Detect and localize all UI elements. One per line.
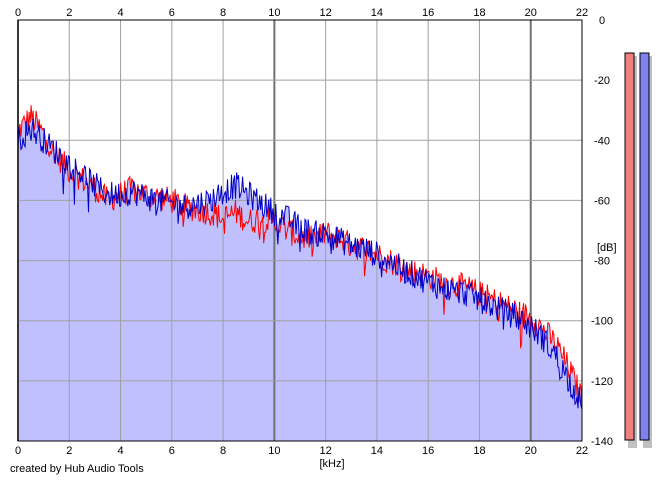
x-tick-label-bottom: 12 [320, 445, 332, 457]
x-tick-label-bottom: 16 [422, 445, 434, 457]
credit-text: created by Hub Audio Tools [10, 463, 144, 475]
y-tick-label: 0 [599, 15, 605, 27]
y-tick-label: -60 [594, 195, 610, 207]
x-tick-label-bottom: 20 [525, 445, 537, 457]
y-tick-label: -140 [591, 436, 613, 448]
series-lines [17, 105, 583, 412]
grid [17, 19, 583, 442]
y-tick-labels: 0 -20 -40 -60 -80 -100 -120 -140 [591, 15, 613, 448]
x-tick-label-top: 20 [525, 7, 537, 19]
x-tick-label-bottom: 4 [117, 445, 123, 457]
x-tick-label-top: 4 [117, 7, 123, 19]
level-meters [624, 52, 652, 448]
x-tick-label-bottom: 18 [473, 445, 485, 457]
x-tick-label-bottom: 2 [66, 445, 72, 457]
x-tick-label-top: 6 [169, 7, 175, 19]
x-tick-label-bottom: 8 [220, 445, 226, 457]
spectrum-fill [18, 105, 582, 442]
series-line-2 [17, 118, 583, 409]
y-tick-label: -20 [594, 75, 610, 87]
x-tick-label-top: 18 [473, 7, 485, 19]
spectrum-fill-area [18, 105, 582, 442]
y-tick-label: -40 [594, 135, 610, 147]
y-tick-label: -80 [594, 256, 610, 268]
x-tick-label-bottom: 6 [169, 445, 175, 457]
x-tick-label-top: 14 [371, 7, 383, 19]
x-tick-label-top: 10 [268, 7, 280, 19]
y-axis-label: [dB] [597, 242, 617, 254]
x-tick-label-top: 12 [320, 7, 332, 19]
level-meter-bar [624, 52, 635, 441]
x-tick-label-top: 8 [220, 7, 226, 19]
x-tick-label-bottom: 22 [576, 445, 588, 457]
x-tick-label-top: 0 [15, 7, 21, 19]
y-tick-label: -120 [591, 376, 613, 388]
y-tick-label: -100 [591, 316, 613, 328]
x-tick-label-top: 16 [422, 7, 434, 19]
level-meter-bar [639, 52, 650, 441]
x-tick-label-top: 22 [576, 7, 588, 19]
x-tick-labels-top: 0 2 4 6 8 10 12 14 16 18 20 22 [15, 7, 588, 19]
x-tick-label-bottom: 14 [371, 445, 383, 457]
x-tick-label-bottom: 10 [268, 445, 280, 457]
plot-border [17, 19, 583, 442]
x-axis-label: [kHz] [319, 458, 344, 470]
x-tick-label-top: 2 [66, 7, 72, 19]
x-tick-label-bottom: 0 [15, 445, 21, 457]
x-tick-labels-bottom: 0 2 4 6 8 10 12 14 16 18 20 22 [15, 445, 588, 457]
